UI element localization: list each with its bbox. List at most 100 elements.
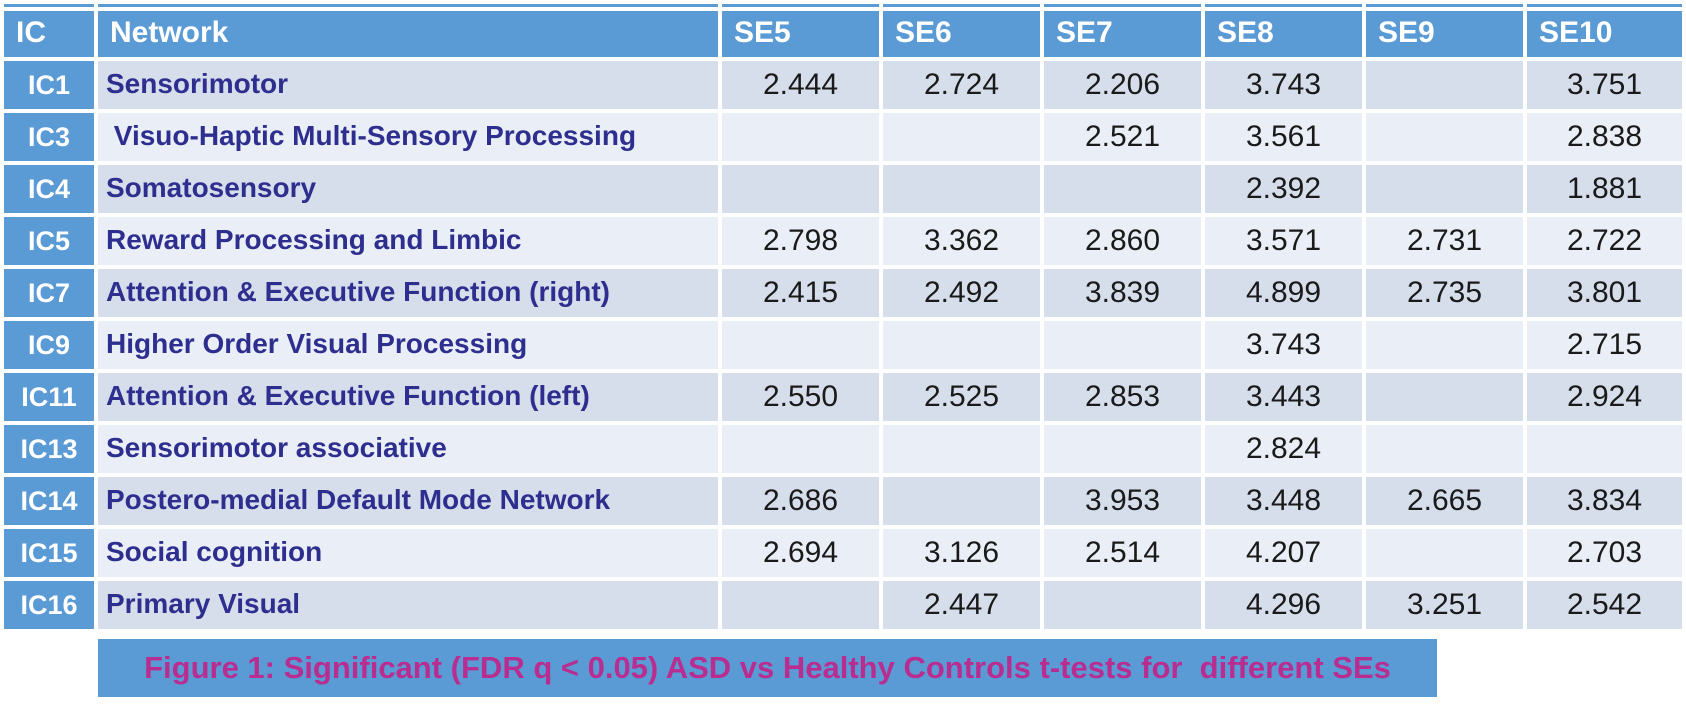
value-cell (1527, 425, 1682, 473)
value-cell (1366, 113, 1523, 161)
value-cell: 2.722 (1527, 217, 1682, 265)
top-border-segment (1366, 4, 1523, 7)
value-cell (1366, 425, 1523, 473)
value-cell (722, 581, 879, 629)
table-row: IC16 Primary Visual 2.447 4.296 3.251 2.… (4, 581, 1682, 629)
value-cell: 3.743 (1205, 321, 1362, 369)
table-row: IC14 Postero-medial Default Mode Network… (4, 477, 1682, 525)
table-row: IC3 Visuo-Haptic Multi-Sensory Processin… (4, 113, 1682, 161)
table-row: IC7 Attention & Executive Function (righ… (4, 269, 1682, 317)
value-cell: 3.561 (1205, 113, 1362, 161)
top-border-segment (883, 4, 1040, 7)
value-cell (1044, 321, 1201, 369)
ic-label: IC5 (4, 217, 94, 265)
value-cell: 2.724 (883, 61, 1040, 109)
value-cell: 3.571 (1205, 217, 1362, 265)
top-border-segment (722, 4, 879, 7)
ic-label: IC15 (4, 529, 94, 577)
value-cell: 3.743 (1205, 61, 1362, 109)
value-cell: 3.839 (1044, 269, 1201, 317)
value-cell: 3.443 (1205, 373, 1362, 421)
value-cell: 2.542 (1527, 581, 1682, 629)
table-row: IC4 Somatosensory 2.392 1.881 (4, 165, 1682, 213)
value-cell: 2.731 (1366, 217, 1523, 265)
table-top-border (4, 4, 1682, 7)
value-cell: 2.492 (883, 269, 1040, 317)
value-cell: 3.801 (1527, 269, 1682, 317)
network-name: Reward Processing and Limbic (98, 217, 718, 265)
network-name: Social cognition (98, 529, 718, 577)
value-cell (1366, 373, 1523, 421)
value-cell: 3.834 (1527, 477, 1682, 525)
network-name: Sensorimotor (98, 61, 718, 109)
top-border-segment (1205, 4, 1362, 7)
table-row: IC13 Sensorimotor associative 2.824 (4, 425, 1682, 473)
value-cell: 2.824 (1205, 425, 1362, 473)
ic-label: IC4 (4, 165, 94, 213)
value-cell (1366, 321, 1523, 369)
value-cell (1044, 581, 1201, 629)
network-name: Attention & Executive Function (left) (98, 373, 718, 421)
column-header-se10: SE10 (1527, 11, 1682, 57)
top-border-segment (1527, 4, 1682, 7)
column-header-ic: IC (4, 11, 94, 57)
value-cell: 3.448 (1205, 477, 1362, 525)
column-header-se7: SE7 (1044, 11, 1201, 57)
ic-label: IC9 (4, 321, 94, 369)
top-border-segment (4, 4, 94, 7)
value-cell: 2.447 (883, 581, 1040, 629)
table-row: IC1 Sensorimotor 2.444 2.724 2.206 3.743… (4, 61, 1682, 109)
value-cell (883, 165, 1040, 213)
value-cell: 2.798 (722, 217, 879, 265)
ic-label: IC11 (4, 373, 94, 421)
value-cell: 3.126 (883, 529, 1040, 577)
network-name: Visuo-Haptic Multi-Sensory Processing (98, 113, 718, 161)
table-row: IC11 Attention & Executive Function (lef… (4, 373, 1682, 421)
column-header-se5: SE5 (722, 11, 879, 57)
table-row: IC15 Social cognition 2.694 3.126 2.514 … (4, 529, 1682, 577)
figure-caption: Figure 1: Significant (FDR q < 0.05) ASD… (98, 639, 1437, 697)
value-cell: 2.444 (722, 61, 879, 109)
column-header-se9: SE9 (1366, 11, 1523, 57)
column-header-network: Network (98, 11, 718, 57)
network-name: Sensorimotor associative (98, 425, 718, 473)
value-cell (722, 425, 879, 473)
value-cell: 2.735 (1366, 269, 1523, 317)
network-name: Postero-medial Default Mode Network (98, 477, 718, 525)
value-cell: 2.525 (883, 373, 1040, 421)
value-cell: 2.686 (722, 477, 879, 525)
ic-label: IC14 (4, 477, 94, 525)
results-table: IC Network SE5 SE6 SE7 SE8 SE9 SE10 IC1 … (4, 4, 1682, 629)
value-cell (1366, 165, 1523, 213)
network-name: Primary Visual (98, 581, 718, 629)
value-cell: 3.751 (1527, 61, 1682, 109)
value-cell: 3.251 (1366, 581, 1523, 629)
top-border-segment (1044, 4, 1201, 7)
value-cell (883, 425, 1040, 473)
value-cell: 2.521 (1044, 113, 1201, 161)
value-cell: 2.853 (1044, 373, 1201, 421)
value-cell (883, 321, 1040, 369)
value-cell (883, 113, 1040, 161)
header-row: IC Network SE5 SE6 SE7 SE8 SE9 SE10 (4, 11, 1682, 57)
value-cell: 3.362 (883, 217, 1040, 265)
value-cell: 2.392 (1205, 165, 1362, 213)
value-cell (883, 477, 1040, 525)
network-name: Somatosensory (98, 165, 718, 213)
value-cell: 1.881 (1527, 165, 1682, 213)
value-cell (722, 165, 879, 213)
value-cell: 4.207 (1205, 529, 1362, 577)
value-cell: 2.550 (722, 373, 879, 421)
ic-label: IC7 (4, 269, 94, 317)
value-cell: 2.838 (1527, 113, 1682, 161)
value-cell: 2.415 (722, 269, 879, 317)
value-cell: 2.514 (1044, 529, 1201, 577)
value-cell: 2.703 (1527, 529, 1682, 577)
value-cell: 2.694 (722, 529, 879, 577)
ic-label: IC13 (4, 425, 94, 473)
value-cell: 2.715 (1527, 321, 1682, 369)
ic-label: IC16 (4, 581, 94, 629)
top-border-segment (98, 4, 718, 7)
value-cell: 2.860 (1044, 217, 1201, 265)
